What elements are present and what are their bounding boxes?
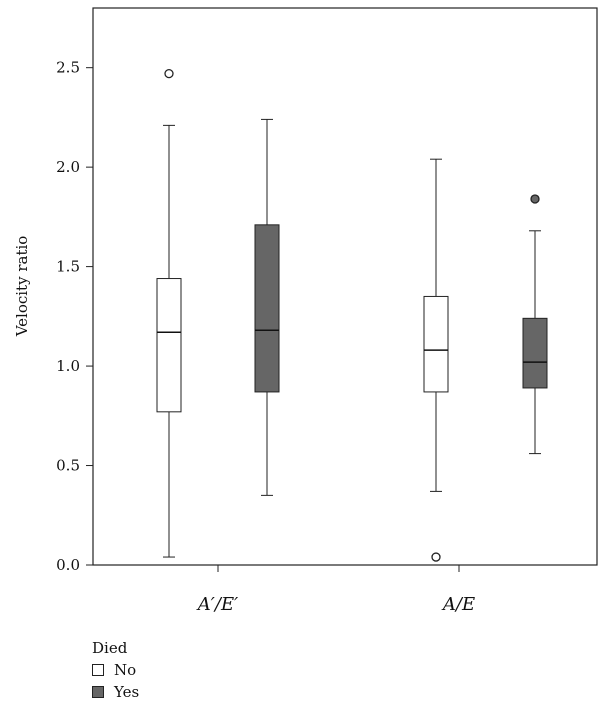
outlier-0-0 xyxy=(164,68,174,79)
box-2 xyxy=(423,158,449,562)
outlier-2-0 xyxy=(431,552,441,562)
legend-label-yes: Yes xyxy=(114,683,140,701)
iqr-box-2 xyxy=(423,295,449,393)
legend-title: Died xyxy=(92,639,128,657)
x-axis: A′/E′ A/E xyxy=(196,565,475,615)
legend-swatch-no xyxy=(92,664,104,676)
box-3 xyxy=(522,194,548,455)
y-tick-label-1: 0.5 xyxy=(56,457,80,475)
legend-item-yes: Yes xyxy=(92,681,139,703)
box-plot-chart: 0.0 0.5 1.0 1.5 2.0 2.5 A′/E′ A/E Velocity rat… xyxy=(13,7,598,615)
box-0 xyxy=(156,68,182,558)
legend-item-no: No xyxy=(92,659,139,681)
box-1 xyxy=(254,118,280,496)
x-tick-label-0: A′/E′ xyxy=(196,594,238,615)
legend: Died No Yes xyxy=(92,637,139,703)
y-tick-label-2: 1.0 xyxy=(56,357,80,375)
x-tick-label-1: A/E xyxy=(441,594,475,615)
legend-swatch-yes xyxy=(92,686,104,698)
iqr-box-0 xyxy=(156,278,182,413)
y-tick-label-3: 1.5 xyxy=(56,258,80,276)
plot-frame xyxy=(92,7,598,566)
legend-label-no: No xyxy=(114,661,137,679)
iqr-box-1 xyxy=(254,224,280,393)
y-tick-label-0: 0.0 xyxy=(56,556,80,574)
boxes xyxy=(156,68,548,562)
y-tick-label-5: 2.5 xyxy=(56,59,80,77)
outlier-3-0 xyxy=(530,194,540,204)
y-tick-label-4: 2.0 xyxy=(56,158,80,176)
iqr-box-3 xyxy=(522,317,548,389)
y-axis-title: Velocity ratio xyxy=(13,236,31,338)
y-axis: 0.0 0.5 1.0 1.5 2.0 2.5 xyxy=(56,59,93,574)
